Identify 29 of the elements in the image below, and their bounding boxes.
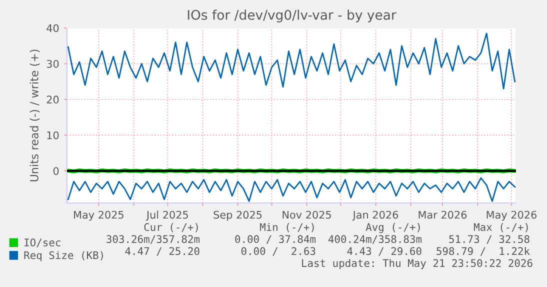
text: 0.00 / 37.84m (235, 235, 316, 244)
y-tick-label: 30 (46, 60, 59, 68)
x-tick-label: May 2026 (486, 210, 536, 221)
x-tick-label: Mar 2026 (418, 210, 467, 219)
text: 598.79 / 1.22k (436, 246, 530, 256)
text: Last update: Thu May 21 23:50:22 2026 (302, 258, 532, 270)
text: 0.00 / 2.63 (241, 247, 316, 256)
x-tick-label: May 2025 (74, 210, 124, 221)
x-tick-label: Jan 2026 (352, 210, 398, 221)
y-tick-label: 40 (46, 24, 59, 32)
text: 303.26m/357.82m (106, 235, 200, 244)
legend-label: IO/sec (24, 238, 60, 248)
text: 4.47 / 25.20 (125, 247, 200, 256)
y-axis-title: Units read (-) / write (+) (30, 50, 40, 182)
text: 4.43 / 29.60 (347, 247, 422, 256)
text: 400.24m/358.83m (328, 235, 422, 244)
text: Cur (-/+) (144, 223, 198, 232)
text: Max (-/+) (474, 223, 528, 232)
y-tick-label: 10 (47, 131, 59, 140)
legend-label: Req Size (KB) (24, 251, 103, 262)
text: 51.73 / 32.58 (449, 235, 530, 244)
x-tick-label: Nov 2025 (282, 210, 331, 219)
text: Avg (-/+) (366, 222, 420, 234)
chart-title: IOs for /dev/vg0/lv-var - by year (188, 10, 396, 22)
x-tick-label: Sep 2025 (214, 210, 262, 221)
text: Min (-/+) (260, 222, 314, 232)
y-tick-label: 20 (46, 96, 59, 104)
y-tick-label: 0 (53, 167, 59, 175)
x-tick-label: Jul 2025 (146, 210, 188, 221)
